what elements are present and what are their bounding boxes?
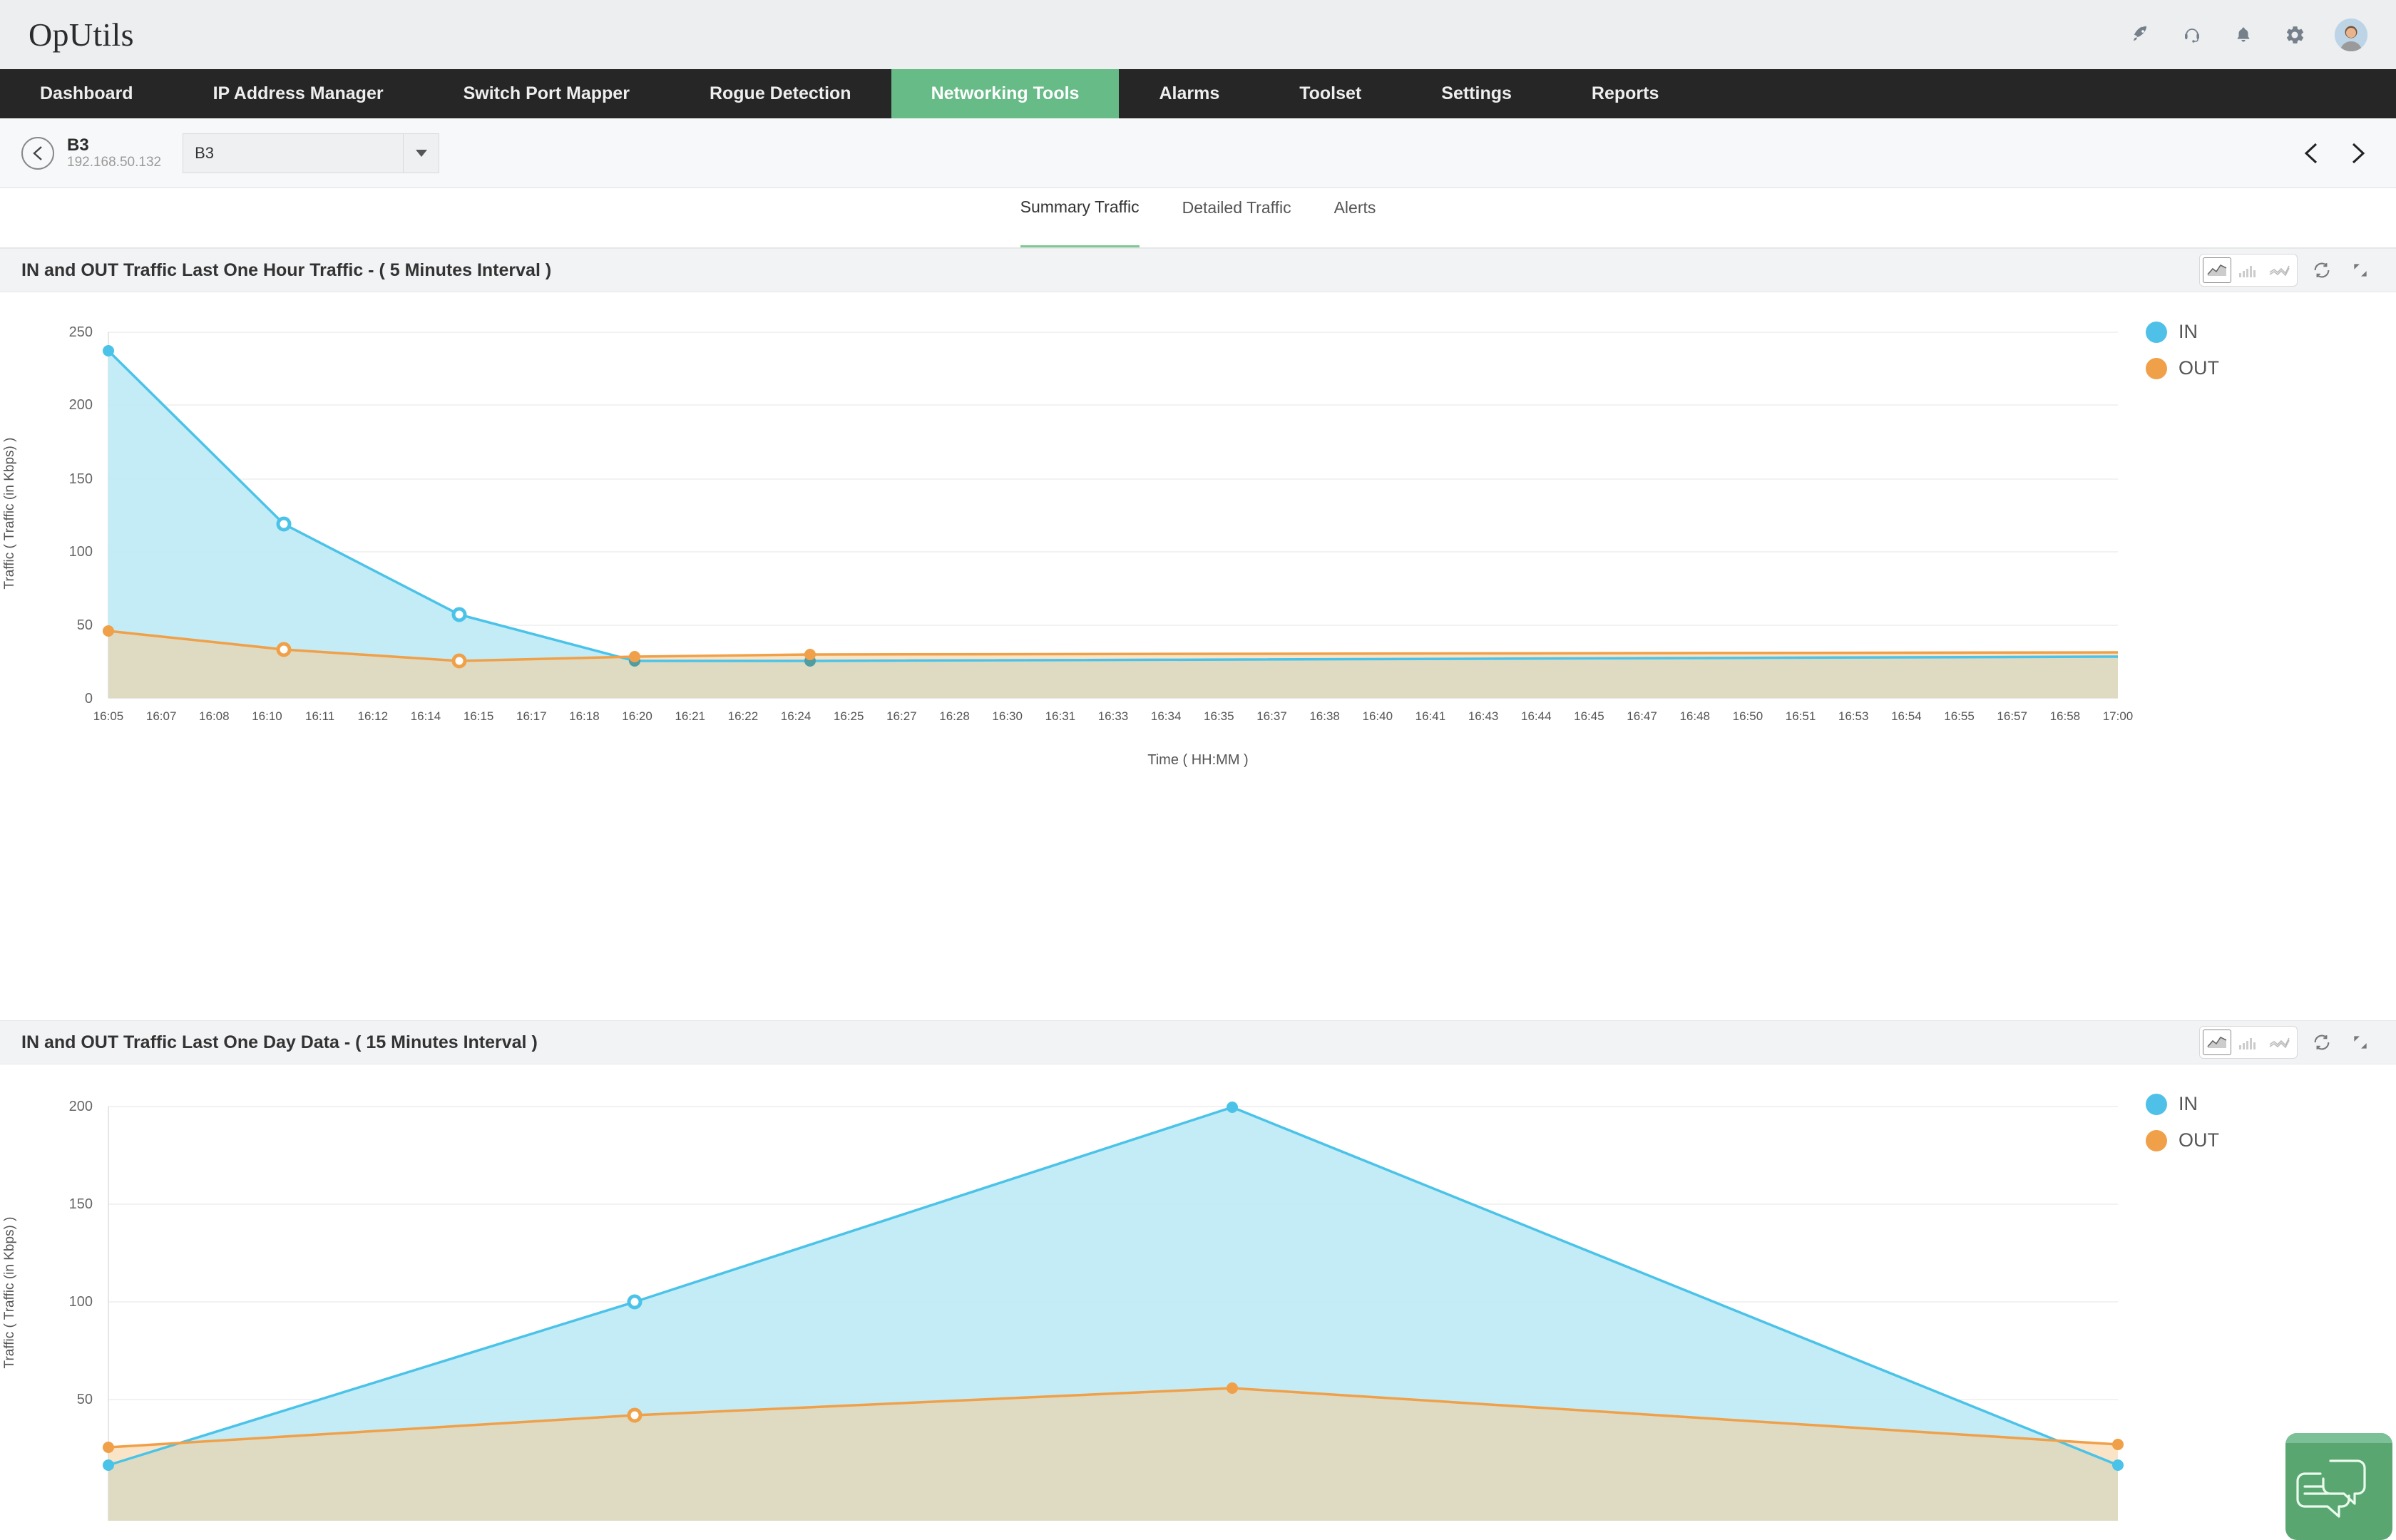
svg-text:16:05: 16:05	[93, 709, 124, 723]
svg-text:16:14: 16:14	[411, 709, 441, 723]
svg-text:16:18: 16:18	[569, 709, 600, 723]
svg-text:16:55: 16:55	[1944, 709, 1975, 723]
svg-text:200: 200	[69, 1099, 93, 1114]
svg-text:16:31: 16:31	[1045, 709, 1076, 723]
svg-text:16:25: 16:25	[834, 709, 864, 723]
svg-text:16:40: 16:40	[1363, 709, 1393, 723]
svg-text:16:48: 16:48	[1679, 709, 1710, 723]
svg-text:16:43: 16:43	[1468, 709, 1499, 723]
svg-text:16:35: 16:35	[1204, 709, 1234, 723]
svg-text:16:28: 16:28	[939, 709, 970, 723]
svg-text:100: 100	[69, 544, 93, 560]
svg-text:16:34: 16:34	[1151, 709, 1182, 723]
svg-text:16:17: 16:17	[516, 709, 547, 723]
svg-text:16:47: 16:47	[1627, 709, 1657, 723]
svg-text:100: 100	[69, 1294, 93, 1310]
svg-text:16:07: 16:07	[146, 709, 177, 723]
svg-text:16:30: 16:30	[992, 709, 1023, 723]
svg-text:16:12: 16:12	[358, 709, 389, 723]
svg-text:16:21: 16:21	[675, 709, 705, 723]
svg-text:150: 150	[69, 1196, 93, 1212]
svg-text:16:22: 16:22	[728, 709, 759, 723]
svg-text:50: 50	[77, 617, 93, 633]
svg-text:50: 50	[77, 1392, 93, 1407]
svg-text:16:27: 16:27	[886, 709, 917, 723]
svg-text:200: 200	[69, 397, 93, 413]
svg-text:16:41: 16:41	[1415, 709, 1446, 723]
svg-text:16:24: 16:24	[781, 709, 812, 723]
svg-text:16:10: 16:10	[252, 709, 282, 723]
svg-text:16:11: 16:11	[305, 709, 334, 723]
svg-text:16:38: 16:38	[1309, 709, 1340, 723]
svg-text:16:08: 16:08	[199, 709, 230, 723]
svg-text:16:58: 16:58	[2050, 709, 2081, 723]
svg-text:16:20: 16:20	[622, 709, 652, 723]
svg-text:0: 0	[85, 691, 93, 707]
svg-text:250: 250	[69, 324, 93, 340]
svg-text:16:44: 16:44	[1521, 709, 1552, 723]
svg-text:16:45: 16:45	[1574, 709, 1604, 723]
svg-text:16:37: 16:37	[1256, 709, 1287, 723]
svg-text:17:00: 17:00	[2103, 709, 2134, 723]
svg-text:16:57: 16:57	[1997, 709, 2027, 723]
svg-text:16:15: 16:15	[464, 709, 494, 723]
svg-text:16:51: 16:51	[1786, 709, 1816, 723]
svg-text:16:54: 16:54	[1891, 709, 1922, 723]
svg-text:16:53: 16:53	[1838, 709, 1869, 723]
svg-text:150: 150	[69, 471, 93, 487]
svg-text:16:50: 16:50	[1733, 709, 1763, 723]
svg-text:16:33: 16:33	[1098, 709, 1129, 723]
